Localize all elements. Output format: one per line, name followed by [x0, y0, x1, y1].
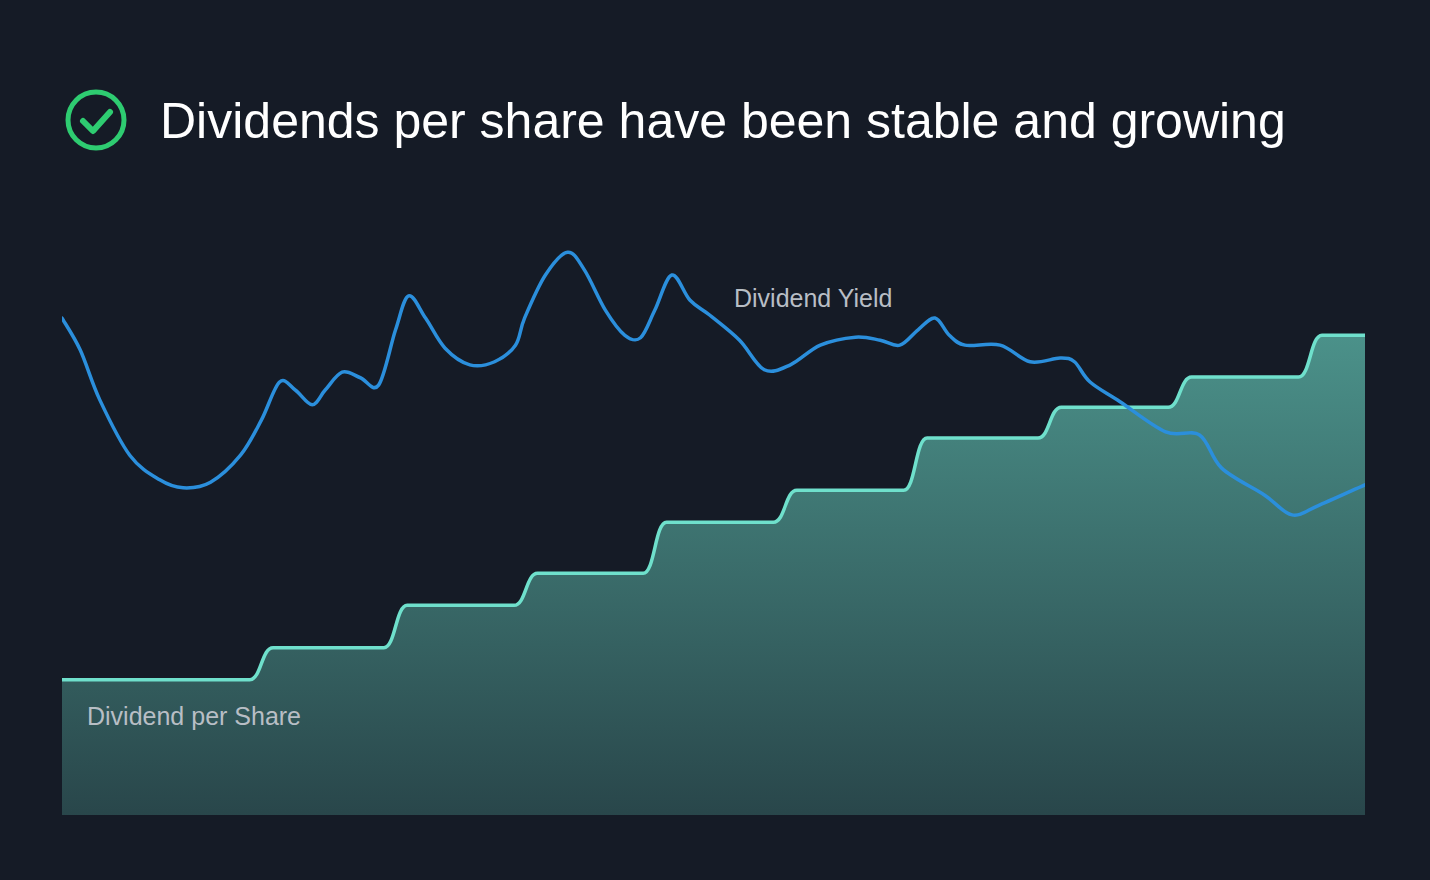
series-label: Dividend Yield	[734, 284, 892, 312]
area-fill	[62, 335, 1365, 815]
title: Dividends per share have been stable and…	[160, 93, 1286, 149]
check-icon	[68, 92, 124, 148]
line	[62, 252, 1365, 515]
chart: Dividends per share have been stable and…	[0, 0, 1430, 880]
area-line	[62, 335, 1365, 679]
plot-area	[62, 252, 1365, 815]
background	[0, 0, 1430, 880]
series-label: Dividend per Share	[87, 702, 301, 730]
